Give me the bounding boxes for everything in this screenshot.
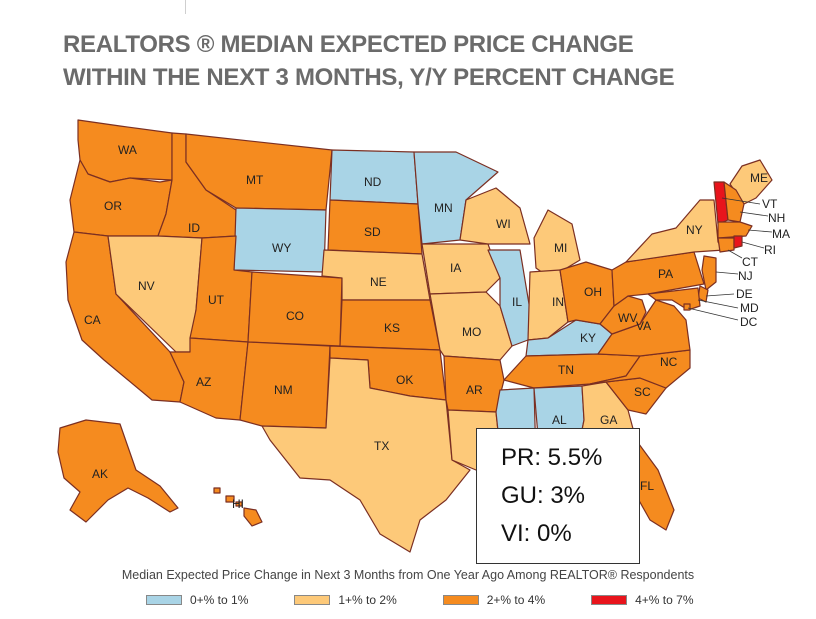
label-UT: UT bbox=[208, 293, 225, 307]
label-MN: MN bbox=[434, 201, 453, 215]
label-OR: OR bbox=[104, 199, 122, 213]
label-AL: AL bbox=[552, 413, 567, 427]
label-CO: CO bbox=[286, 309, 304, 323]
label-ID: ID bbox=[188, 221, 200, 235]
legend-label-low: 0+% to 1% bbox=[190, 593, 248, 607]
label-GA: GA bbox=[600, 413, 617, 427]
state-RI bbox=[734, 236, 742, 248]
label-AZ: AZ bbox=[196, 375, 211, 389]
state-NY bbox=[626, 200, 724, 262]
legend-swatch-low bbox=[146, 595, 182, 605]
label-IL: IL bbox=[512, 295, 522, 309]
label-ND: ND bbox=[364, 175, 382, 189]
lead-ma bbox=[748, 230, 772, 232]
label-NY: NY bbox=[686, 223, 703, 237]
label-KY: KY bbox=[580, 331, 596, 345]
label-NE: NE bbox=[370, 275, 387, 289]
lead-ct bbox=[728, 250, 742, 258]
legend-label-high: 2+% to 4% bbox=[487, 593, 545, 607]
lead-nj bbox=[716, 272, 738, 274]
legend-item-mid: 1+% to 2% bbox=[294, 593, 396, 607]
lead-nh bbox=[740, 212, 768, 216]
legend-item-high: 2+% to 4% bbox=[443, 593, 545, 607]
label-ME: ME bbox=[750, 171, 768, 185]
legend-swatch-mid bbox=[294, 595, 330, 605]
label-WY: WY bbox=[272, 241, 291, 255]
label-IA: IA bbox=[450, 261, 461, 275]
lead-de bbox=[706, 294, 734, 296]
label-VT: VT bbox=[762, 197, 778, 211]
state-HI-c bbox=[214, 488, 220, 493]
state-DC bbox=[684, 304, 690, 310]
label-MT: MT bbox=[246, 173, 264, 187]
state-NJ bbox=[702, 256, 716, 290]
state-CT bbox=[718, 238, 734, 252]
label-MO: MO bbox=[462, 325, 481, 339]
legend-item-low: 0+% to 1% bbox=[146, 593, 248, 607]
label-WA: WA bbox=[118, 143, 137, 157]
label-AK: AK bbox=[92, 467, 108, 481]
label-MA: MA bbox=[772, 227, 790, 241]
territory-pr: PR: 5.5% bbox=[501, 439, 639, 477]
label-DC: DC bbox=[740, 315, 758, 329]
label-MD: MD bbox=[740, 301, 759, 315]
label-OH: OH bbox=[584, 285, 602, 299]
territory-vi: VI: 0% bbox=[501, 515, 639, 553]
label-NM: NM bbox=[274, 383, 293, 397]
state-HI bbox=[244, 508, 262, 526]
label-KS: KS bbox=[384, 321, 400, 335]
map-caption: Median Expected Price Change in Next 3 M… bbox=[0, 568, 816, 582]
label-DE: DE bbox=[736, 287, 753, 301]
label-VA: VA bbox=[636, 319, 651, 333]
legend: 0+% to 1% 1+% to 2% 2+% to 4% 4+% to 7% bbox=[146, 593, 740, 607]
state-AK bbox=[58, 420, 178, 522]
label-AR: AR bbox=[466, 383, 483, 397]
label-FL: FL bbox=[640, 479, 654, 493]
label-NV: NV bbox=[138, 279, 155, 293]
label-CT: CT bbox=[742, 255, 759, 269]
label-CA: CA bbox=[84, 313, 101, 327]
label-WV: WV bbox=[618, 311, 637, 325]
territories-box: PR: 5.5% GU: 3% VI: 0% bbox=[476, 428, 640, 564]
lead-md bbox=[698, 300, 738, 308]
label-PA: PA bbox=[658, 267, 673, 281]
label-SD: SD bbox=[364, 225, 381, 239]
label-NH: NH bbox=[768, 211, 785, 225]
territory-gu: GU: 3% bbox=[501, 477, 639, 515]
label-TN: TN bbox=[558, 363, 574, 377]
legend-swatch-high bbox=[443, 595, 479, 605]
legend-label-top: 4+% to 7% bbox=[635, 593, 693, 607]
label-SC: SC bbox=[634, 385, 651, 399]
state-WY bbox=[234, 208, 326, 272]
label-RI: RI bbox=[764, 243, 776, 257]
label-HI: HI bbox=[232, 497, 244, 511]
label-NJ: NJ bbox=[738, 269, 753, 283]
label-NC: NC bbox=[660, 355, 678, 369]
label-IN: IN bbox=[552, 295, 564, 309]
label-MI: MI bbox=[554, 241, 567, 255]
label-OK: OK bbox=[396, 373, 413, 387]
label-WI: WI bbox=[496, 217, 511, 231]
lead-ri bbox=[742, 242, 764, 248]
label-TX: TX bbox=[374, 439, 389, 453]
legend-item-top: 4+% to 7% bbox=[591, 593, 693, 607]
legend-label-mid: 1+% to 2% bbox=[338, 593, 396, 607]
lead-dc bbox=[688, 308, 738, 320]
legend-swatch-top bbox=[591, 595, 627, 605]
